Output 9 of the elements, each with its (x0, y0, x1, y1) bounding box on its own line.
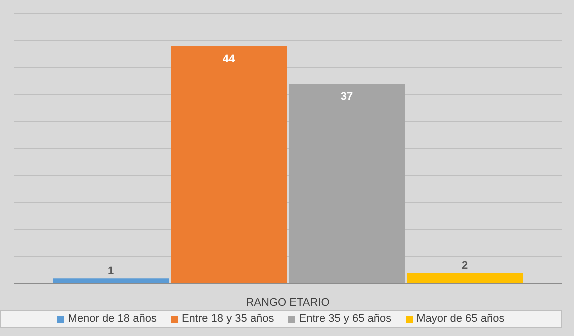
data-label: 1 (108, 266, 114, 278)
legend-label: Entre 18 y 35 años (182, 313, 274, 325)
legend-label: Mayor de 65 años (416, 313, 505, 325)
data-label: 2 (462, 260, 468, 272)
data-label: 37 (340, 91, 354, 104)
data-label: 44 (222, 53, 236, 66)
legend-label: Menor de 18 años (68, 313, 157, 325)
x-axis-title: RANGO ETARIO (246, 297, 330, 309)
legend-label: Entre 35 y 65 años (299, 313, 392, 325)
